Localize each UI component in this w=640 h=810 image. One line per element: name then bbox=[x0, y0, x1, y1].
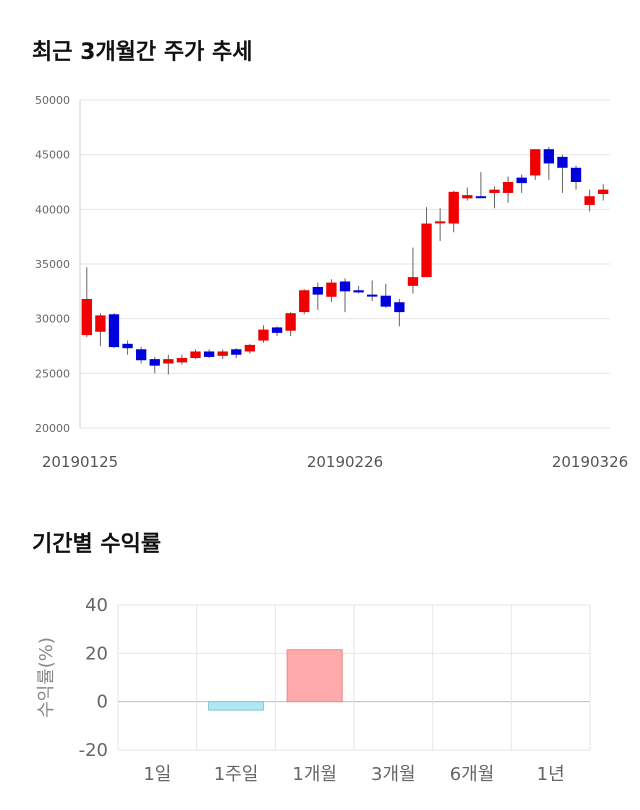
candle-body bbox=[122, 343, 133, 349]
candle-body bbox=[394, 302, 405, 313]
candle-body bbox=[557, 156, 568, 168]
x-tick-label: 20190125 bbox=[42, 453, 118, 471]
candle-body bbox=[353, 290, 364, 293]
candle-body bbox=[81, 298, 92, 336]
x-tick-label: 1개월 bbox=[292, 764, 337, 785]
candle-body bbox=[326, 282, 337, 297]
y-tick-label: 20 bbox=[85, 643, 108, 664]
y-tick-label: 25000 bbox=[35, 367, 70, 380]
candle-body bbox=[516, 177, 527, 184]
y-tick-label: 45000 bbox=[35, 149, 70, 162]
candle-body bbox=[434, 221, 446, 224]
price-trend-title: 최근 3개월간 주가 추세 bbox=[32, 40, 253, 65]
x-tick-label: 3개월 bbox=[371, 764, 416, 785]
y-tick-label: 35000 bbox=[35, 258, 70, 271]
candle-body bbox=[258, 329, 269, 341]
candle-body bbox=[176, 358, 188, 363]
candle-body bbox=[231, 349, 242, 355]
candle-body bbox=[407, 277, 419, 286]
candle-body bbox=[367, 294, 378, 297]
y-tick-label: -20 bbox=[79, 740, 108, 761]
candle-body bbox=[299, 290, 310, 313]
candle-body bbox=[598, 189, 609, 195]
returns-title: 기간별 수익률 bbox=[32, 532, 162, 557]
candle-body bbox=[244, 344, 256, 352]
candle-body bbox=[570, 167, 582, 182]
candle-body bbox=[380, 295, 391, 307]
candle-body bbox=[502, 182, 514, 193]
candle-body bbox=[421, 223, 432, 278]
x-tick-label: 20190226 bbox=[307, 453, 383, 471]
y-tick-label: 0 bbox=[97, 692, 108, 713]
candle-body bbox=[312, 286, 323, 295]
x-tick-label: 1년 bbox=[537, 764, 565, 785]
y-tick-label: 30000 bbox=[35, 313, 70, 326]
returns-bar-chart: -20 0 20 40 1일 1주일 1개월 3개월 6개월 1년 수익률(%) bbox=[36, 595, 591, 785]
return-bar bbox=[286, 649, 343, 703]
candle-body bbox=[285, 313, 296, 331]
candle-body bbox=[584, 196, 595, 205]
candle-body bbox=[149, 359, 160, 366]
x-tick-label: 20190326 bbox=[552, 453, 628, 471]
return-bar bbox=[207, 701, 265, 711]
candle-body bbox=[475, 196, 487, 199]
candle-body bbox=[462, 195, 473, 199]
x-tick-label: 1주일 bbox=[214, 764, 259, 785]
candle-body bbox=[530, 149, 541, 176]
candle-body bbox=[489, 189, 500, 193]
y-tick-label: 40 bbox=[85, 595, 108, 616]
candle-body bbox=[339, 281, 351, 292]
x-tick-label: 6개월 bbox=[450, 764, 495, 785]
x-tick-label: 1일 bbox=[143, 764, 171, 785]
y-tick-label: 40000 bbox=[35, 203, 70, 216]
y-tick-label: 20000 bbox=[35, 422, 70, 435]
candle-body bbox=[108, 314, 120, 348]
y-axis-label: 수익률(%) bbox=[36, 637, 57, 718]
candle-body bbox=[163, 359, 174, 364]
candle-body bbox=[543, 149, 555, 164]
candle-body bbox=[203, 351, 215, 357]
candle-body bbox=[271, 327, 283, 333]
y-tick-label: 50000 bbox=[35, 94, 70, 107]
candle-body bbox=[448, 191, 459, 224]
candle-body bbox=[217, 351, 228, 356]
candle-body bbox=[135, 349, 147, 361]
candlestick-chart: 20000 25000 30000 35000 40000 45000 50000 20190… bbox=[35, 94, 628, 471]
candle-body bbox=[95, 315, 106, 332]
candle-body bbox=[190, 351, 201, 359]
